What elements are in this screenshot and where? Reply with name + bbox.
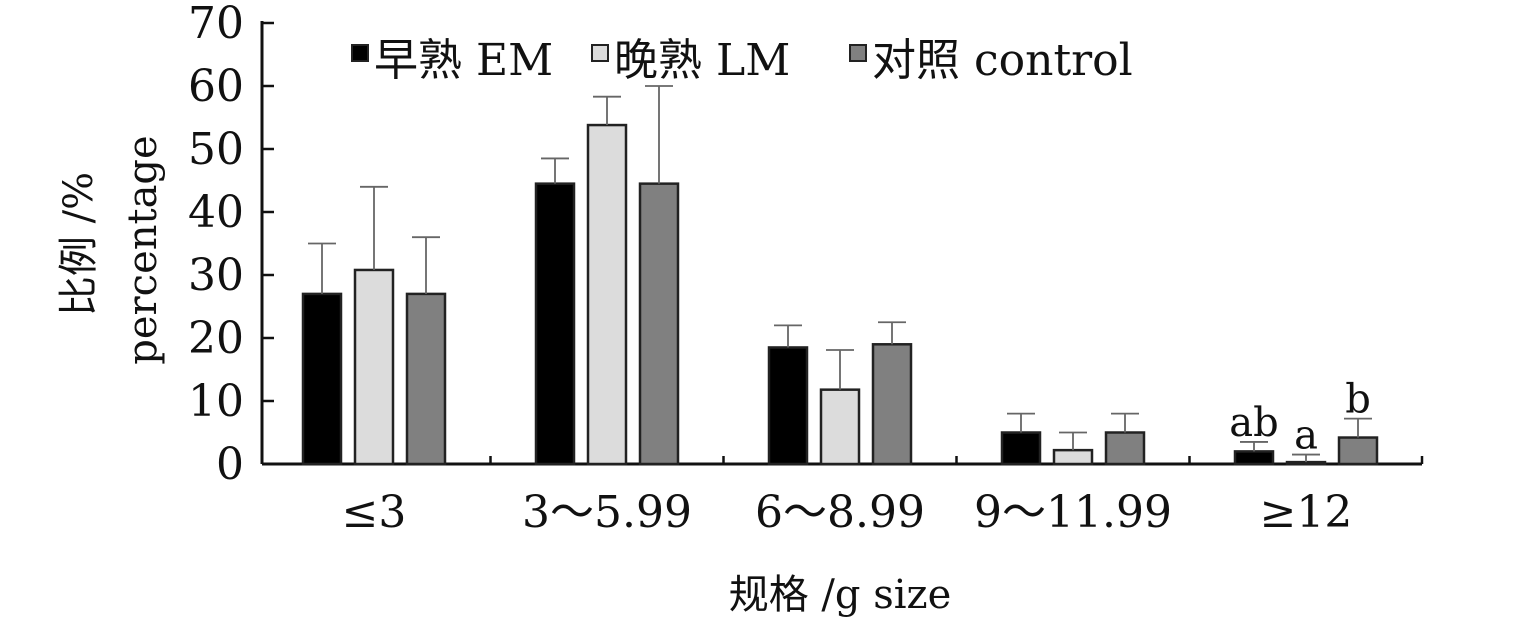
- legend-swatch-1: [591, 44, 609, 62]
- bar-2-0: [405, 292, 447, 466]
- legend-swatch-2: [849, 44, 867, 62]
- bar-1-3: [1052, 448, 1094, 466]
- legend-label-2: 对照 control: [872, 35, 1133, 86]
- bar-0-2: [767, 346, 809, 466]
- bar-2-3: [1104, 431, 1146, 466]
- legend-label-0: 早熟 EM: [374, 35, 553, 86]
- x-tick-label: 9～11.99: [974, 487, 1172, 538]
- bar-2-2: [871, 343, 913, 466]
- bar-0-1: [534, 182, 576, 466]
- bar-2-4: [1337, 436, 1379, 466]
- legend-swatch-0: [351, 44, 369, 62]
- x-tick-label: ≥12: [1260, 487, 1353, 538]
- x-tick-label: 3～5.99: [522, 487, 692, 538]
- y-axis-subtitle: percentage: [120, 135, 166, 364]
- significance-label: b: [1345, 377, 1371, 423]
- significance-label: a: [1294, 413, 1318, 459]
- y-tick-label: 20: [188, 313, 244, 364]
- significance-label: ab: [1229, 400, 1278, 446]
- y-tick-label: 60: [188, 61, 244, 112]
- bar-0-4: [1233, 450, 1275, 466]
- y-tick-label: 30: [188, 250, 244, 301]
- x-axis-title: 规格 /g size: [729, 572, 952, 618]
- y-tick-label: 10: [188, 376, 244, 427]
- y-tick-label: 0: [216, 439, 244, 490]
- bar-1-4: [1285, 460, 1327, 466]
- x-tick-label: 6～8.99: [755, 487, 925, 538]
- bar-1-2: [819, 388, 861, 466]
- y-tick-label: 40: [188, 187, 244, 238]
- bar-2-1: [638, 182, 680, 466]
- y-axis-title: 比例 /%: [56, 172, 102, 316]
- y-tick-label: 50: [188, 124, 244, 175]
- x-tick-label: ≤3: [342, 487, 407, 538]
- y-tick-label: 70: [188, 0, 244, 49]
- bar-0-0: [301, 292, 343, 466]
- bar-1-1: [586, 123, 628, 466]
- bar-0-3: [1000, 431, 1042, 466]
- legend-label-1: 晚熟 LM: [614, 35, 790, 86]
- bar-1-0: [353, 268, 395, 466]
